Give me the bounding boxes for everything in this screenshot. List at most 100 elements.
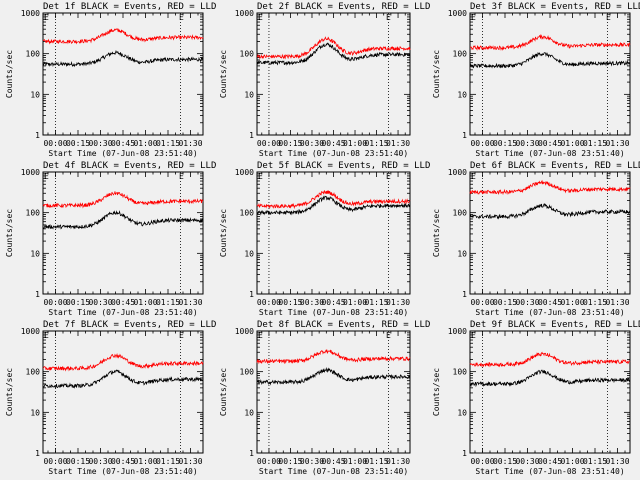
y-tick-label: 1	[249, 131, 254, 140]
y-tick-label: 100	[453, 209, 468, 218]
y-tick-label: 1	[462, 131, 467, 140]
x-tick-label: 00:45	[321, 139, 345, 148]
marker-label: E	[44, 331, 49, 340]
x-tick-label: 00:15	[278, 298, 302, 307]
y-tick-label: 100	[453, 368, 468, 377]
series-events	[469, 369, 630, 388]
x-tick-label: 01:30	[386, 139, 410, 148]
y-axis-label: Counts/sec	[5, 50, 14, 98]
x-tick-label: 00:30	[300, 298, 324, 307]
series-events	[256, 195, 411, 216]
x-tick-label: 00:45	[111, 139, 135, 148]
panel-title: Det 6f BLACK = Events, RED = LLD	[470, 161, 640, 171]
y-axis-label: Counts/sec	[432, 209, 441, 257]
panel-title: Det 2f BLACK = Events, RED = LLD	[257, 2, 430, 12]
marker-label: E	[471, 331, 476, 340]
x-tick-label: 00:00	[470, 457, 494, 466]
marker-label: E	[606, 331, 611, 340]
y-axis-label: Counts/sec	[5, 368, 14, 416]
marker-label: E	[179, 331, 184, 340]
marker-label: E	[606, 13, 611, 22]
detector-panel-5: Det 5f BLACK = Events, RED = LLD 1 10 100 10…	[219, 161, 430, 317]
y-tick-label: 1000	[235, 327, 254, 336]
series-events	[469, 203, 631, 220]
series-lld	[469, 351, 631, 368]
x-tick-label: 00:30	[88, 457, 112, 466]
y-tick-label: 10	[244, 408, 254, 417]
panel-title: Det 1f BLACK = Events, RED = LLD	[43, 2, 216, 12]
y-tick-label: 1	[35, 131, 40, 140]
x-tick-label: 01:00	[133, 139, 157, 148]
detector-panel-3: Det 3f BLACK = Events, RED = LLD 1 10 100 10…	[432, 2, 640, 158]
marker-label: E	[258, 13, 263, 22]
y-tick-label: 1	[249, 449, 254, 458]
x-tick-label: 00:00	[257, 139, 281, 148]
series-events	[256, 42, 411, 66]
x-tick-label: 00:45	[538, 457, 562, 466]
y-tick-label: 100	[240, 368, 255, 377]
x-axis-label: Start Time (07-Jun-08 23:51:40)	[259, 149, 408, 158]
series-lld	[42, 27, 204, 45]
panel-title: Det 9f BLACK = Events, RED = LLD	[470, 320, 640, 330]
y-tick-label: 1000	[21, 9, 40, 18]
y-axis-label: Counts/sec	[219, 209, 228, 257]
y-tick-label: 1	[35, 449, 40, 458]
x-tick-label: 01:15	[156, 139, 180, 148]
x-tick-label: 00:45	[321, 457, 345, 466]
panel-title: Det 7f BLACK = Events, RED = LLD	[43, 320, 216, 330]
y-tick-label: 10	[244, 90, 254, 99]
x-tick-label: 00:00	[257, 457, 281, 466]
x-tick-label: 00:15	[66, 457, 90, 466]
x-tick-label: 00:15	[493, 139, 517, 148]
detector-panel-9: Det 9f BLACK = Events, RED = LLD 1 10 100 10…	[432, 320, 640, 476]
x-axis-label: Start Time (07-Jun-08 23:51:40)	[48, 149, 197, 158]
y-tick-label: 1000	[235, 9, 254, 18]
x-tick-label: 00:00	[257, 298, 281, 307]
x-tick-label: 01:30	[605, 457, 629, 466]
y-tick-label: 10	[457, 249, 467, 258]
plot-frame	[469, 12, 631, 136]
marker-label: E	[258, 172, 263, 181]
detector-panel-1: Det 1f BLACK = Events, RED = LLD 1 10 100 10…	[5, 2, 216, 158]
detector-panel-4: Det 4f BLACK = Events, RED = LLD 1 10 100 10…	[5, 161, 216, 317]
x-tick-label: 01:00	[343, 298, 367, 307]
x-tick-label: 01:00	[560, 457, 584, 466]
x-tick-label: 00:30	[515, 457, 539, 466]
panel-title: Det 4f BLACK = Events, RED = LLD	[43, 161, 216, 171]
series-lld	[469, 179, 631, 196]
x-axis-label: Start Time (07-Jun-08 23:51:40)	[475, 149, 624, 158]
x-tick-label: 00:30	[300, 457, 324, 466]
y-tick-label: 100	[26, 209, 41, 218]
x-tick-label: 01:30	[605, 298, 629, 307]
detector-panel-6: Det 6f BLACK = Events, RED = LLD 1 10 100 10…	[432, 161, 640, 317]
x-tick-label: 01:00	[343, 139, 367, 148]
x-axis-label: Start Time (07-Jun-08 23:51:40)	[475, 308, 624, 317]
x-tick-label: 00:45	[111, 457, 135, 466]
x-tick-label: 00:15	[66, 298, 90, 307]
x-tick-label: 01:15	[364, 457, 388, 466]
y-axis-label: Counts/sec	[5, 209, 14, 257]
y-tick-label: 1	[462, 449, 467, 458]
y-axis-label: Counts/sec	[432, 368, 441, 416]
x-tick-label: 00:30	[88, 139, 112, 148]
x-tick-label: 00:15	[278, 139, 302, 148]
y-tick-label: 10	[30, 249, 40, 258]
x-axis-label: Start Time (07-Jun-08 23:51:40)	[259, 308, 408, 317]
y-tick-label: 1000	[448, 9, 467, 18]
panel-title: Det 8f BLACK = Events, RED = LLD	[257, 320, 430, 330]
x-tick-label: 00:30	[515, 139, 539, 148]
x-tick-label: 00:45	[538, 139, 562, 148]
y-tick-label: 1000	[448, 168, 467, 177]
marker-label: E	[386, 331, 391, 340]
detector-panel-8: Det 8f BLACK = Events, RED = LLD 1 10 100 10…	[219, 320, 430, 476]
y-tick-label: 10	[30, 408, 40, 417]
marker-label: E	[471, 13, 476, 22]
x-tick-label: 01:00	[343, 457, 367, 466]
series-events	[256, 366, 411, 386]
detector-panel-2: Det 2f BLACK = Events, RED = LLD 1 10 100 10…	[219, 2, 430, 158]
marker-label: E	[44, 172, 49, 181]
y-tick-label: 10	[30, 90, 40, 99]
y-tick-label: 100	[240, 50, 255, 59]
x-tick-label: 00:15	[493, 457, 517, 466]
